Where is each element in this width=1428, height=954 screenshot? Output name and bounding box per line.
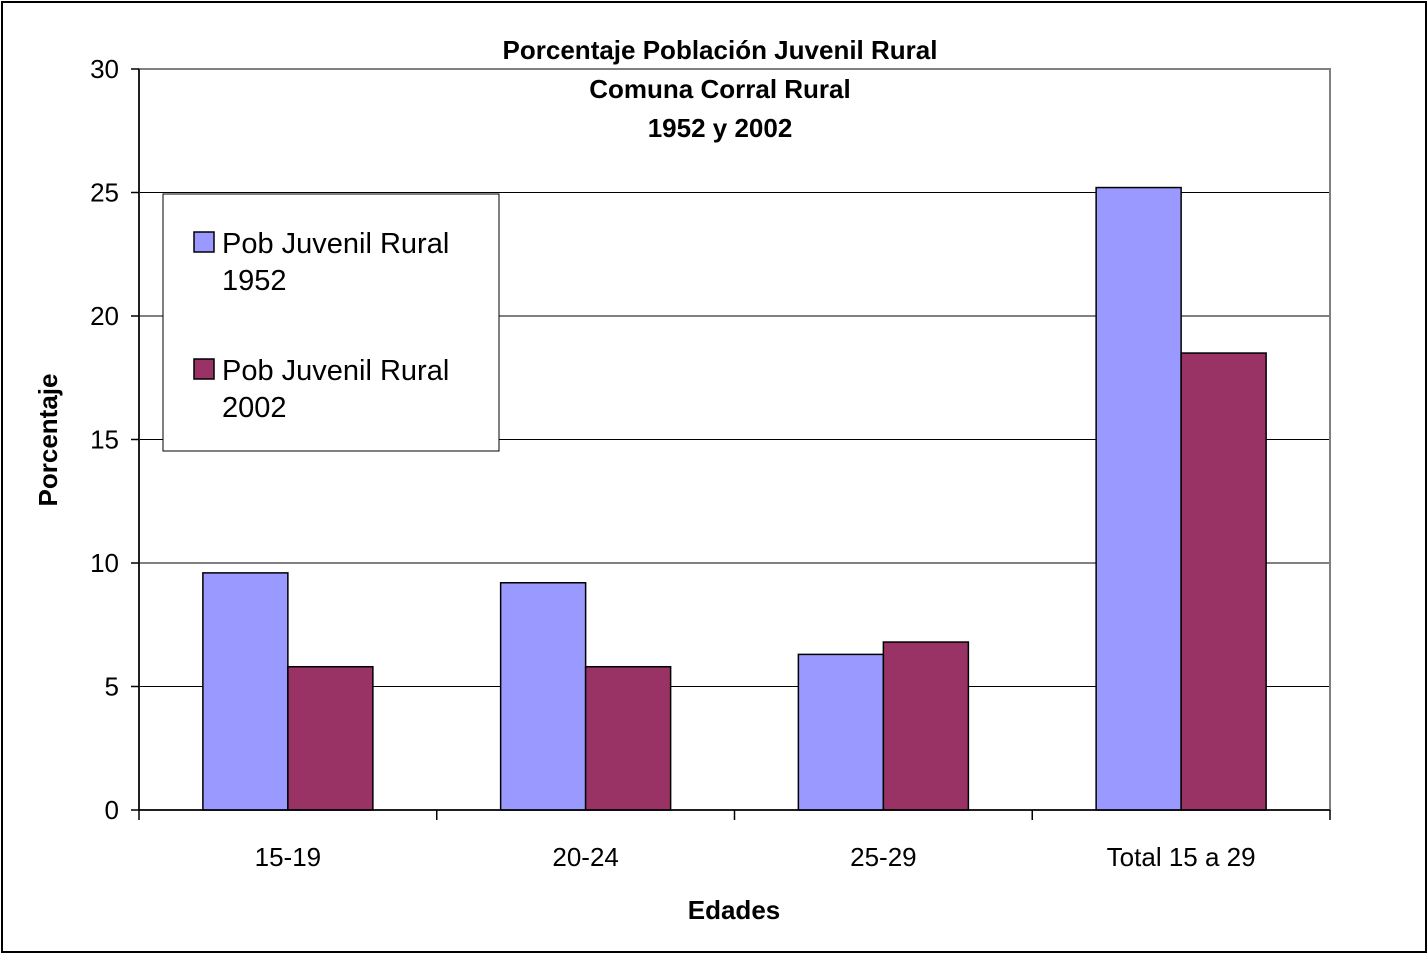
x-ticks: 15-19 20-24 25-29 Total 15 a 29: [138, 810, 1331, 872]
y-tick-label: 25: [90, 178, 119, 208]
bar-2002: [287, 665, 374, 811]
y-tick-label: 20: [90, 301, 119, 331]
y-tick-label: 15: [90, 425, 119, 455]
bar-2002: [882, 641, 970, 811]
bar-1952: [202, 572, 289, 811]
y-tick-label: 10: [90, 548, 119, 578]
x-tick-label: 20-24: [552, 842, 619, 872]
y-tick-label: 30: [90, 54, 119, 84]
y-axis-title: Porcentaje: [33, 374, 63, 507]
legend-swatch-1952: [193, 231, 215, 253]
y-tick-label: 0: [105, 795, 119, 825]
bars: [202, 186, 1267, 811]
chart-title: Porcentaje Población Juvenil Rural Comun…: [503, 35, 938, 143]
legend-label-1952-line-2: 1952: [222, 265, 287, 297]
bar-2002: [584, 665, 672, 811]
chart-title-line-3: 1952 y 2002: [648, 113, 793, 143]
legend-label-2002-line-2: 2002: [222, 392, 287, 424]
legend-swatch-2002: [193, 358, 215, 380]
x-axis-title: Edades: [688, 895, 781, 925]
bar-1952: [797, 653, 885, 811]
x-tick-label: 25-29: [850, 842, 917, 872]
x-tick-label: 15-19: [255, 842, 322, 872]
bar-1952: [1095, 186, 1182, 811]
chart-title-line-2: Comuna Corral Rural: [589, 74, 851, 104]
bar-2002: [1180, 352, 1267, 811]
legend-label-2002-line-1: Pob Juvenil Rural: [222, 355, 449, 387]
y-ticks: 0 5 10 15 20 25 30: [90, 54, 139, 825]
y-tick-label: 5: [105, 672, 119, 702]
legend-label-1952-line-1: Pob Juvenil Rural: [222, 228, 449, 260]
legend-box: [162, 193, 500, 452]
x-tick-label: Total 15 a 29: [1107, 842, 1256, 872]
chart-title-line-1: Porcentaje Población Juvenil Rural: [503, 35, 938, 65]
bar-1952: [499, 582, 587, 811]
legend: Pob Juvenil Rural 1952 Pob Juvenil Rural…: [162, 193, 500, 452]
